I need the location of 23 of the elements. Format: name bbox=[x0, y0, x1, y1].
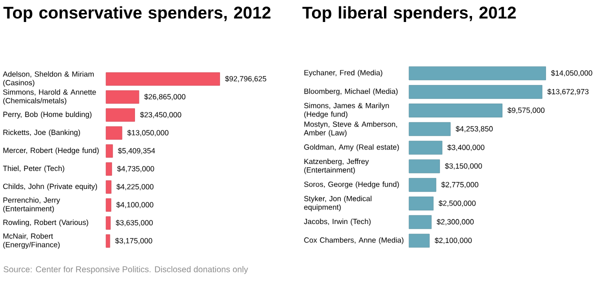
bar bbox=[106, 234, 110, 248]
bar bbox=[106, 198, 112, 212]
bar bbox=[106, 90, 140, 104]
bar bbox=[408, 215, 432, 229]
bar bbox=[106, 144, 113, 158]
bar bbox=[106, 162, 112, 176]
bar bbox=[408, 234, 430, 248]
bar bbox=[408, 104, 502, 118]
bar bbox=[408, 178, 436, 192]
bar bbox=[408, 140, 442, 155]
bar bbox=[106, 180, 112, 194]
bar bbox=[106, 72, 220, 86]
source-note: Source: Center for Responsive Politics. Disclosed donations only bbox=[4, 266, 248, 274]
bar bbox=[408, 196, 434, 210]
bar bbox=[408, 85, 542, 99]
bar bbox=[408, 122, 451, 136]
bar bbox=[106, 108, 135, 122]
bar bbox=[106, 216, 111, 230]
bar bbox=[106, 126, 122, 140]
bar bbox=[408, 66, 546, 80]
bar bbox=[408, 159, 440, 174]
chart-title: Top conservative spenders, 2012 bbox=[3, 6, 270, 22]
chart-title: Top liberal spenders, 2012 bbox=[302, 6, 516, 22]
